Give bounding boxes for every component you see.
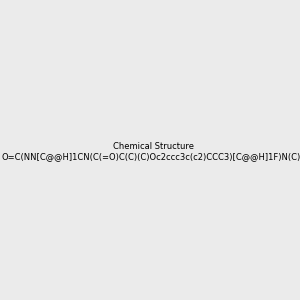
Text: Chemical Structure
O=C(NN[C@@H]1CN(C(=O)C(C)(C)Oc2ccc3c(c2)CCC3)[C@@H]1F)N(C)C: Chemical Structure O=C(NN[C@@H]1CN(C(=O)…	[1, 142, 300, 161]
